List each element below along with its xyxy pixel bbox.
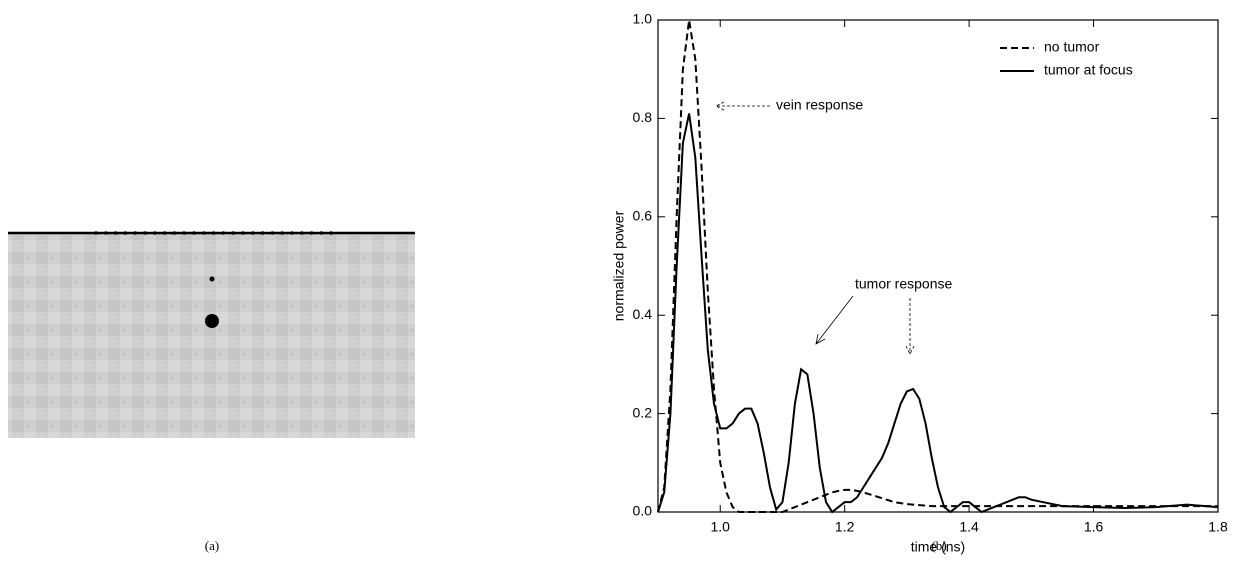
legend-label: no tumor [1044, 39, 1100, 55]
antenna [113, 231, 118, 235]
annotation: vein response [776, 97, 863, 113]
antenna [280, 231, 285, 235]
antenna [221, 231, 226, 235]
x-tick-label: 1.0 [710, 519, 730, 535]
x-axis-label: time (ns) [911, 539, 965, 555]
plot-frame [657, 19, 1219, 513]
y-tick-label: 0.8 [633, 109, 653, 125]
antenna-array [94, 231, 334, 235]
y-axis-label: normalized power [611, 210, 627, 321]
antenna [202, 231, 206, 235]
antenna [319, 231, 324, 235]
y-tick-label: 0.6 [633, 208, 653, 224]
x-tick-label: 1.6 [1084, 519, 1104, 535]
caption: (b) [931, 538, 946, 553]
annotation: tumor response [855, 276, 952, 292]
antenna [104, 231, 108, 235]
tumor [205, 314, 219, 328]
antenna [231, 231, 235, 235]
antenna [290, 231, 294, 235]
antenna [270, 231, 275, 235]
antenna [143, 231, 147, 235]
x-tick-label: 1.2 [835, 519, 855, 535]
antenna [211, 231, 216, 235]
annotation-arrow [815, 295, 854, 345]
antenna [123, 231, 128, 235]
antenna [133, 231, 137, 235]
antenna [192, 231, 196, 235]
annotation-arrow [905, 298, 915, 355]
antenna [153, 231, 157, 235]
antenna [182, 231, 186, 235]
antenna [300, 231, 304, 235]
series-line [657, 113, 1219, 514]
y-tick-label: 1.0 [633, 11, 653, 27]
series-line [657, 19, 1218, 513]
antenna [172, 231, 177, 235]
caption: (a) [205, 538, 219, 553]
legend-label: tumor at focus [1044, 62, 1133, 78]
vein [209, 276, 215, 282]
annotation-arrow [715, 101, 770, 111]
x-tick-label: 1.8 [1208, 519, 1228, 535]
antenna [309, 231, 314, 235]
y-tick-label: 0.0 [633, 503, 653, 519]
y-tick-label: 0.4 [633, 306, 653, 322]
y-tick-label: 0.2 [633, 404, 653, 420]
antenna [251, 231, 255, 235]
antenna [94, 231, 98, 235]
x-tick-label: 1.4 [959, 519, 979, 535]
antenna [329, 231, 334, 235]
line-chart: 1.0 1.2 1.4 1.6 1.8 0.0 0.2 0.4 0.6 0.8 1.0 time (n… [611, 11, 1228, 555]
antenna [241, 231, 245, 235]
antenna [162, 231, 167, 235]
tissue-region [8, 233, 415, 438]
antenna [260, 231, 265, 235]
domain-image [8, 231, 415, 438]
